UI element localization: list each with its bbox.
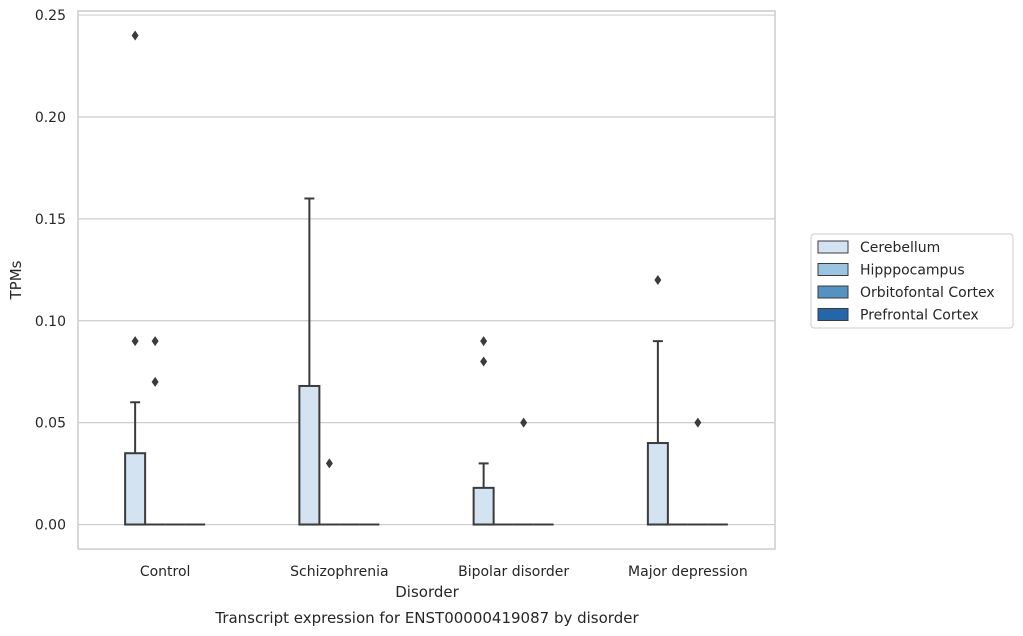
outlier-point	[480, 336, 488, 347]
box-cerebellum	[472, 336, 495, 526]
outlier-point	[694, 417, 702, 428]
legend: Cerebellum Hipppocampus Orbitofontal Corte…	[810, 233, 1014, 329]
outlier-point	[151, 336, 159, 347]
box-hipppocampus	[319, 458, 340, 526]
outlier-point	[151, 376, 159, 387]
y-tick-label: 0.10	[35, 314, 66, 330]
box	[472, 486, 495, 526]
plot-frame	[77, 10, 776, 550]
chart-title: Transcript expression for ENST0000041908…	[214, 609, 639, 627]
box	[646, 442, 669, 526]
outlier-point	[131, 30, 139, 41]
box	[298, 384, 321, 526]
box-cerebellum	[646, 275, 669, 526]
legend-label: Prefrontal Cortex	[860, 308, 979, 324]
box-cerebellum	[298, 197, 321, 526]
y-tick-label: 0.20	[35, 110, 66, 126]
box-orbitofontal-cortex	[687, 417, 708, 526]
box-orbitofontal-cortex	[513, 417, 534, 526]
box	[124, 452, 147, 526]
outlier-point	[654, 275, 662, 285]
y-tick-labels: 0.00 0.05 0.10 0.15 0.20 0.25	[35, 8, 66, 533]
y-tick-label: 0.25	[35, 8, 66, 24]
legend-swatch	[817, 263, 849, 276]
y-tick-label: 0.15	[35, 212, 66, 228]
legend-label: Cerebellum	[860, 240, 940, 256]
x-tick-label: Major depression	[628, 564, 748, 580]
y-tick-label: 0.00	[35, 518, 66, 534]
legend-label: Hipppocampus	[860, 263, 965, 279]
x-tick-labels: Control Schizophrenia Bipolar disorder Majo…	[140, 564, 748, 580]
legend-swatch	[817, 240, 849, 254]
plot-area	[78, 11, 775, 549]
legend-swatch	[817, 285, 849, 299]
outlier-point	[520, 417, 528, 428]
legend-frame	[810, 233, 1014, 329]
outlier-point	[325, 458, 333, 469]
box-hipppocampus	[145, 336, 166, 526]
x-tick-label: Schizophrenia	[290, 564, 388, 580]
box-cerebellum	[124, 30, 147, 526]
outlier-point	[480, 356, 488, 367]
legend-label: Orbitofontal Cortex	[860, 285, 995, 301]
x-axis-title: Disorder	[395, 583, 459, 601]
x-tick-label: Bipolar disorder	[458, 564, 569, 580]
x-tick-label: Control	[140, 564, 191, 580]
outlier-point	[131, 336, 139, 347]
legend-swatch	[817, 308, 849, 321]
y-tick-label: 0.05	[35, 416, 66, 432]
y-axis-title: TPMs	[7, 260, 25, 300]
box-series	[124, 30, 728, 526]
